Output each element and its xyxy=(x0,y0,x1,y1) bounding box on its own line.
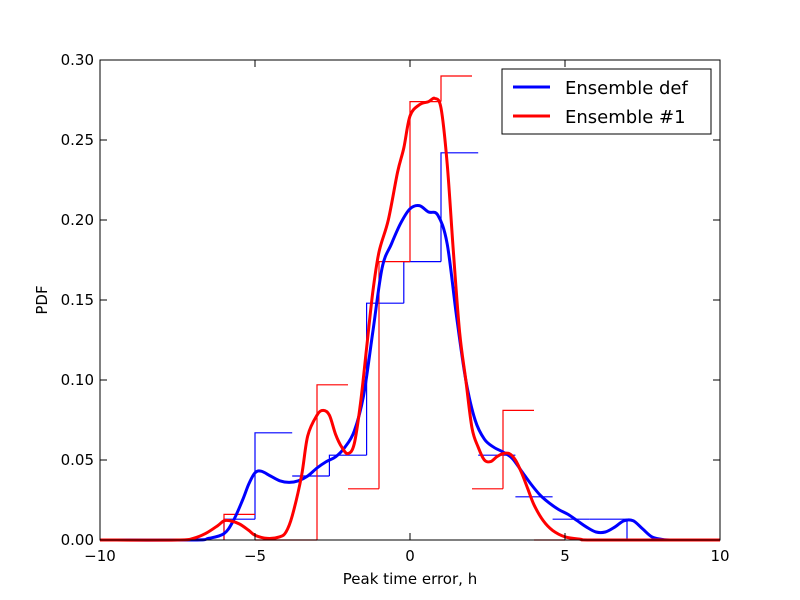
histogram-bar xyxy=(366,302,404,456)
x-tick-label: 0 xyxy=(405,547,415,565)
histogram-bar xyxy=(378,261,410,489)
y-tick-label: 0.20 xyxy=(61,211,94,229)
x-tick-label: −10 xyxy=(84,547,116,565)
y-tick-label: 0.00 xyxy=(61,531,94,549)
legend-label-ensemble-1: Ensemble #1 xyxy=(565,107,686,128)
histogram-bar xyxy=(328,454,367,476)
histogram-bar xyxy=(223,513,255,540)
y-tick-label: 0.15 xyxy=(61,291,94,309)
legend: Ensemble def Ensemble #1 xyxy=(501,68,712,135)
axis-ticks: −10 −5 0 5 10 0.00 0.05 0.10 0.15 0.20 0.25 0.30 xyxy=(61,51,730,565)
legend-label-ensemble-def: Ensemble def xyxy=(565,78,688,99)
histogram-bar xyxy=(502,409,534,489)
x-tick-label: 5 xyxy=(560,547,570,565)
x-axis-label: Peak time error, h xyxy=(343,570,477,588)
y-tick-label: 0.30 xyxy=(61,51,94,69)
y-tick-label: 0.25 xyxy=(61,131,94,149)
histogram-bar xyxy=(440,75,472,102)
kde-line-ensemble-1 xyxy=(100,96,720,542)
legend-box xyxy=(501,68,712,135)
histogram-bar xyxy=(316,384,348,540)
x-tick-label: −5 xyxy=(244,547,266,565)
y-tick-label: 0.05 xyxy=(61,451,94,469)
y-axis-label: PDF xyxy=(33,285,51,314)
histogram-bar xyxy=(254,432,293,520)
x-tick-label: 10 xyxy=(710,547,729,565)
y-tick-label: 0.10 xyxy=(61,371,94,389)
kde-line-ensemble-def xyxy=(100,203,720,542)
plot-area xyxy=(100,75,720,542)
